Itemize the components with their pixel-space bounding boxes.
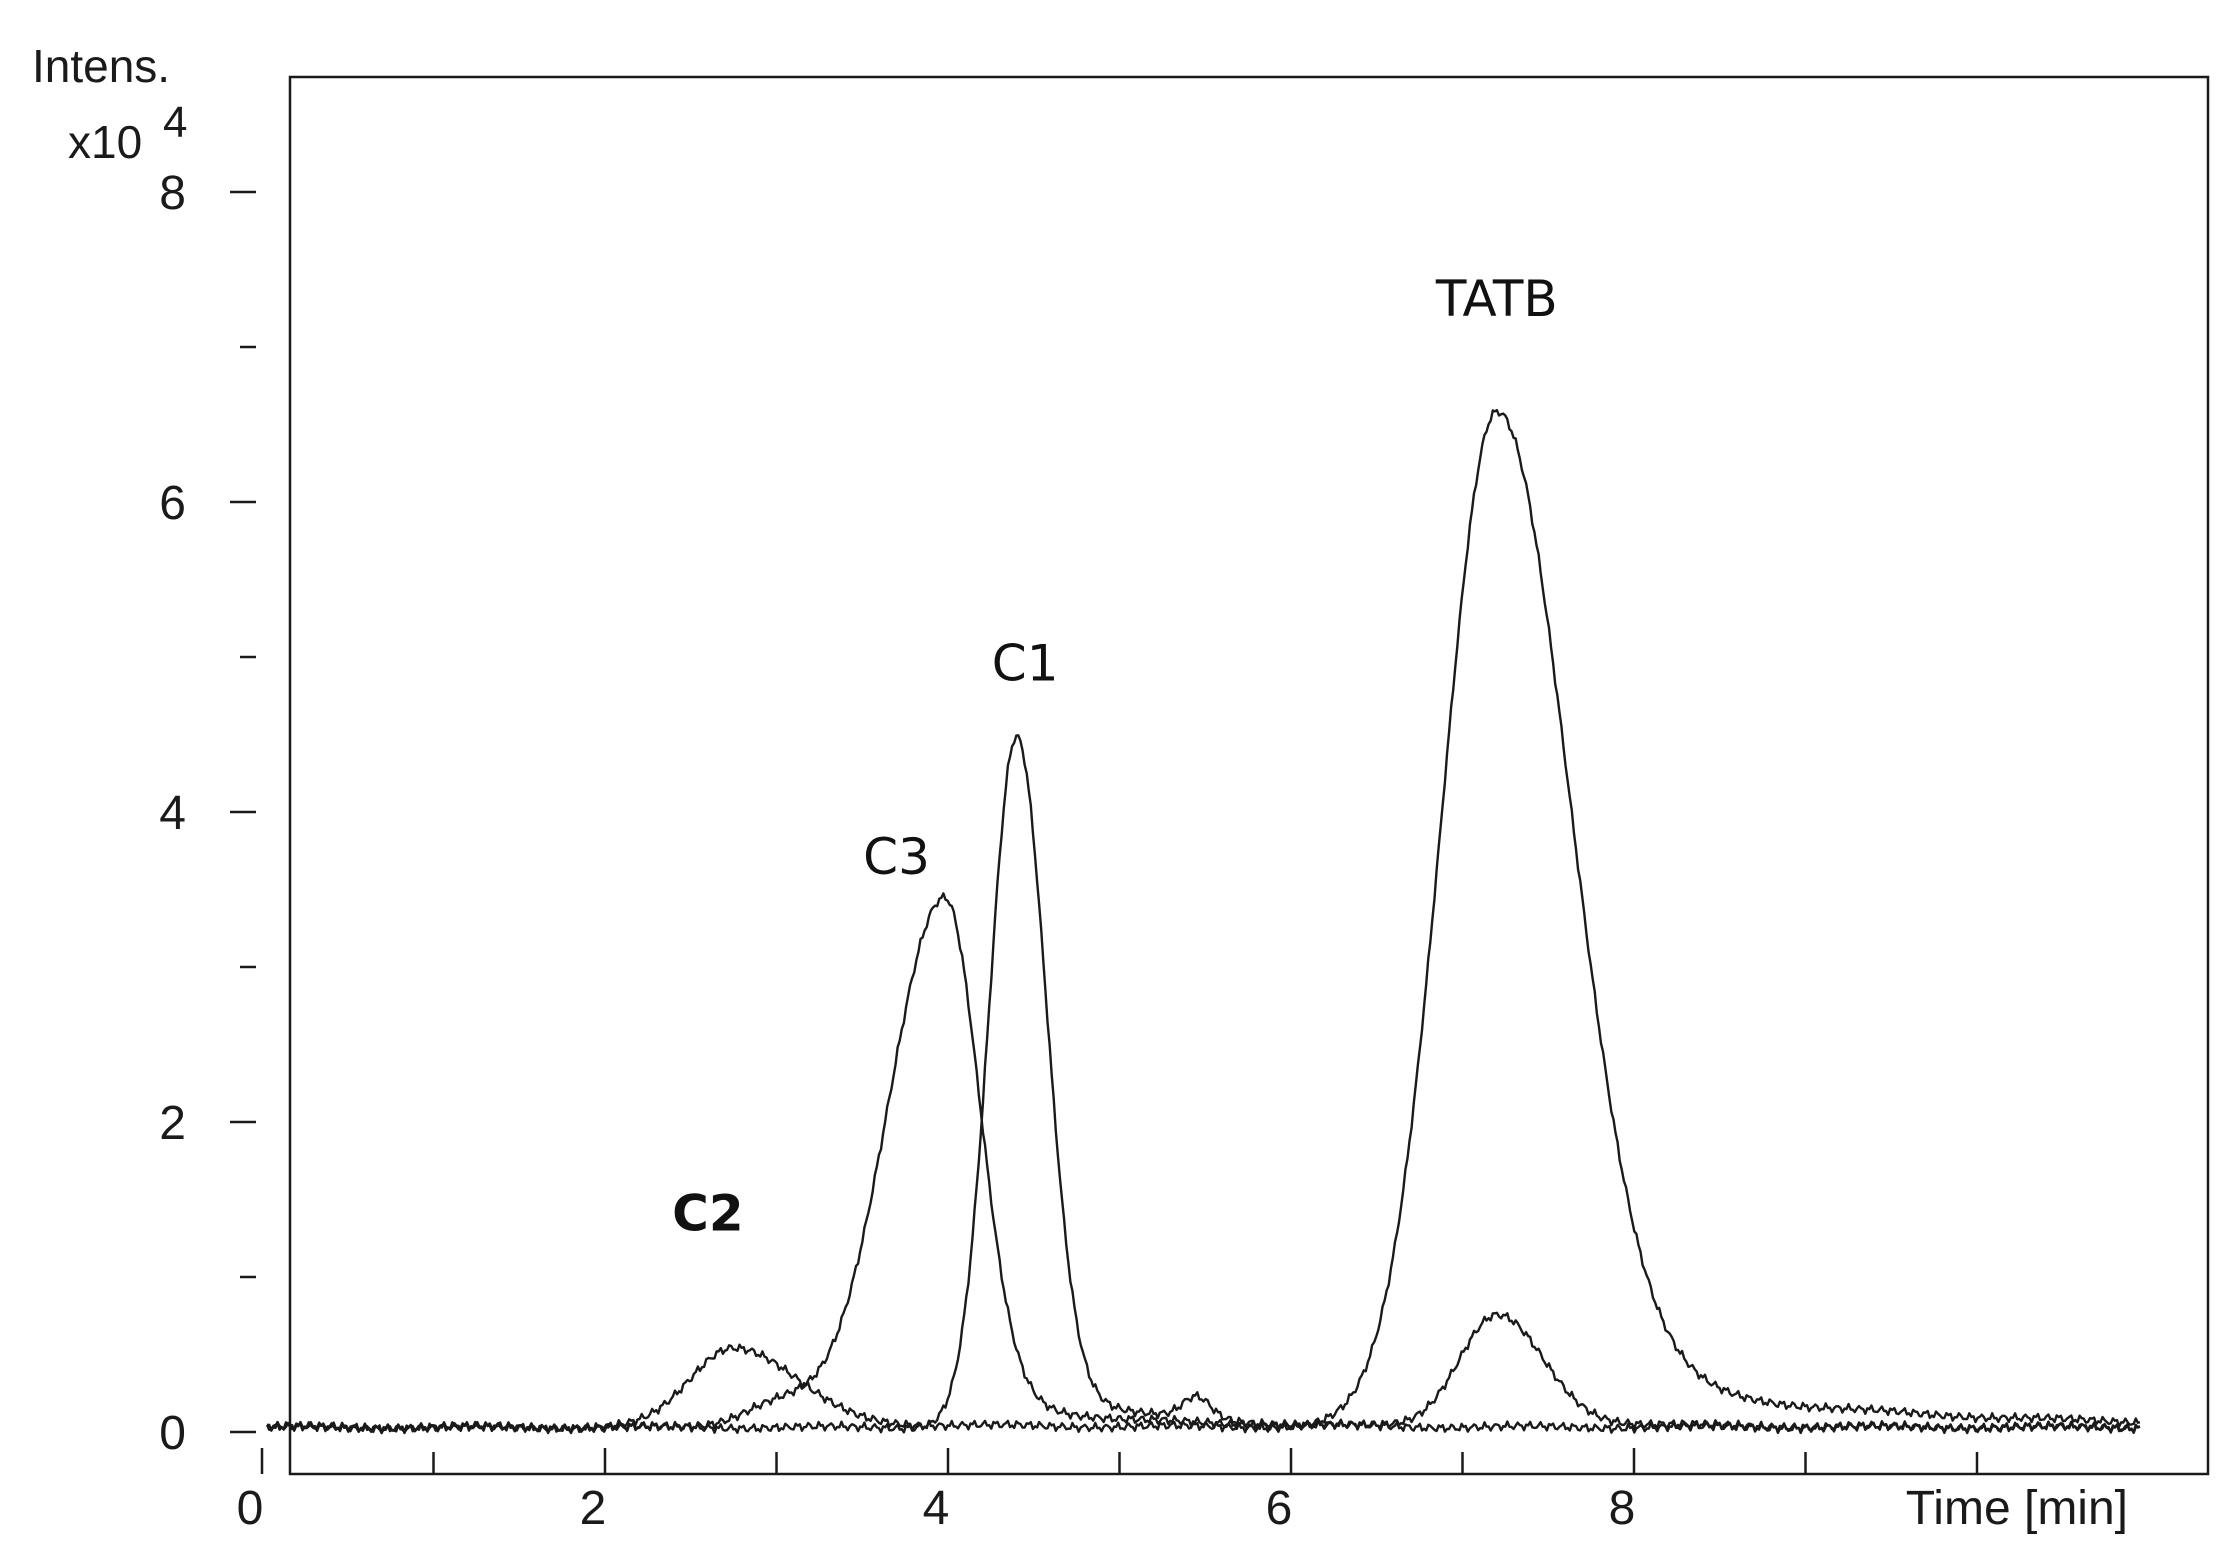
peak-label: C1: [992, 634, 1059, 692]
x-tick-label: 0: [237, 1482, 264, 1535]
x-tick-label: 2: [580, 1482, 607, 1535]
x-axis-label: Time [min]: [1906, 1482, 2128, 1535]
chromatogram-trace: [267, 892, 2141, 1435]
y-tick-label: 2: [159, 1097, 186, 1150]
x-tick-label: 8: [1609, 1482, 1636, 1535]
x-tick-label: 4: [923, 1482, 950, 1535]
peak-label: TATB: [1435, 270, 1558, 328]
y-axis-multiplier: x10: [68, 116, 142, 168]
chromatogram-trace: [266, 408, 2141, 1434]
y-tick-label: 6: [159, 477, 186, 530]
peak-label: C2: [672, 1185, 743, 1243]
peak-label: C3: [863, 828, 930, 886]
y-axis-label: Intens.: [32, 40, 170, 92]
x-axis: 0 2 4 6 8: [237, 1448, 1979, 1535]
y-tick-label: 8: [159, 167, 186, 220]
traces-group: [266, 408, 2141, 1435]
annotations-group: TATB C1 C3 C2: [672, 270, 1558, 1243]
plot-frame: [288, 75, 2210, 1476]
x-tick-label: 6: [1266, 1482, 1293, 1535]
chromatogram-trace: [266, 734, 2141, 1435]
y-tick-label: 0: [159, 1407, 186, 1460]
y-axis: 0 2 4 6 8: [159, 167, 256, 1460]
y-axis-exponent: 4: [163, 98, 187, 147]
y-tick-label: 4: [159, 787, 186, 840]
